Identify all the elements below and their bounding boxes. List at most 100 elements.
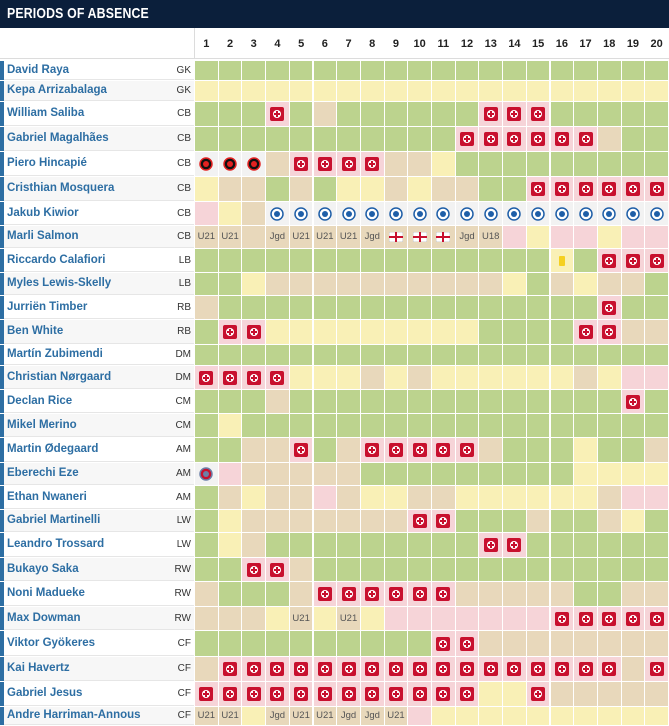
matchday-cell[interactable] bbox=[266, 81, 289, 101]
matchday-cell[interactable] bbox=[266, 463, 289, 485]
matchday-cell[interactable] bbox=[337, 296, 360, 319]
matchday-cell[interactable] bbox=[621, 366, 645, 389]
matchday-cell[interactable] bbox=[526, 607, 550, 630]
table-row[interactable] bbox=[0, 366, 194, 389]
matchday-cell[interactable] bbox=[337, 127, 360, 151]
player-name-link[interactable]: Cristhian Mosquera bbox=[7, 182, 115, 194]
matchday-cell[interactable] bbox=[645, 61, 668, 80]
matchday-cell[interactable] bbox=[621, 707, 645, 725]
table-row[interactable] bbox=[0, 296, 194, 319]
matchday-cell[interactable] bbox=[645, 631, 668, 656]
matchday-cell[interactable] bbox=[384, 390, 408, 413]
matchday-cell[interactable] bbox=[408, 296, 431, 319]
matchday-cell[interactable] bbox=[266, 533, 289, 557]
matchday-cell[interactable] bbox=[242, 438, 266, 462]
matchday-cell[interactable] bbox=[408, 81, 431, 101]
table-row[interactable] bbox=[0, 249, 194, 272]
matchday-cell[interactable] bbox=[360, 414, 384, 437]
matchday-cell[interactable] bbox=[384, 296, 408, 319]
matchday-cell[interactable] bbox=[645, 102, 668, 126]
matchday-cell[interactable] bbox=[455, 533, 479, 557]
matchday-cell[interactable] bbox=[432, 102, 455, 126]
matchday-cell[interactable] bbox=[621, 320, 645, 344]
matchday-cell[interactable] bbox=[597, 273, 621, 295]
matchday-cell[interactable] bbox=[503, 607, 526, 630]
player-name-link[interactable]: Ben White bbox=[7, 325, 64, 337]
table-row[interactable] bbox=[0, 607, 194, 630]
matchday-cell[interactable] bbox=[266, 127, 289, 151]
matchday-cell[interactable] bbox=[432, 61, 455, 80]
matchday-cell[interactable] bbox=[218, 81, 242, 101]
player-name-link[interactable]: Gabriel Magalhães bbox=[7, 132, 109, 144]
matchday-cell[interactable] bbox=[455, 390, 479, 413]
table-row[interactable] bbox=[0, 682, 194, 706]
matchday-cell[interactable] bbox=[313, 707, 337, 725]
matchday-cell[interactable] bbox=[289, 707, 313, 725]
matchday-cell[interactable] bbox=[195, 273, 218, 295]
matchday-cell[interactable] bbox=[479, 631, 503, 656]
matchday-cell[interactable] bbox=[550, 81, 574, 101]
matchday-cell[interactable] bbox=[621, 226, 645, 248]
matchday-cell[interactable] bbox=[526, 152, 550, 176]
matchday-cell[interactable] bbox=[432, 177, 455, 201]
matchday-cell[interactable] bbox=[479, 682, 503, 706]
matchday-cell[interactable] bbox=[289, 102, 313, 126]
matchday-cell[interactable] bbox=[408, 273, 431, 295]
matchday-header[interactable]: 18 bbox=[603, 38, 616, 50]
matchday-cell[interactable] bbox=[289, 226, 313, 248]
matchday-cell[interactable] bbox=[526, 226, 550, 248]
matchday-cell[interactable] bbox=[408, 345, 431, 365]
player-name-link[interactable]: Gabriel Jesus bbox=[7, 687, 83, 699]
matchday-cell[interactable] bbox=[195, 533, 218, 557]
matchday-cell[interactable] bbox=[645, 558, 668, 581]
table-row[interactable] bbox=[0, 127, 194, 151]
matchday-cell[interactable] bbox=[621, 152, 645, 176]
matchday-cell[interactable] bbox=[242, 273, 266, 295]
matchday-cell[interactable] bbox=[574, 533, 597, 557]
matchday-cell[interactable] bbox=[621, 486, 645, 509]
matchday-cell[interactable] bbox=[360, 61, 384, 80]
matchday-cell[interactable] bbox=[526, 707, 550, 725]
matchday-cell[interactable] bbox=[432, 607, 455, 630]
table-row[interactable] bbox=[0, 390, 194, 413]
matchday-cell[interactable] bbox=[408, 177, 431, 201]
matchday-header[interactable]: 16 bbox=[555, 38, 568, 50]
matchday-cell[interactable] bbox=[337, 438, 360, 462]
matchday-cell[interactable] bbox=[289, 127, 313, 151]
matchday-cell[interactable] bbox=[218, 707, 242, 725]
matchday-cell[interactable] bbox=[195, 61, 218, 80]
matchday-cell[interactable] bbox=[645, 81, 668, 101]
matchday-cell[interactable] bbox=[242, 486, 266, 509]
matchday-cell[interactable] bbox=[337, 61, 360, 80]
matchday-cell[interactable] bbox=[313, 558, 337, 581]
matchday-cell[interactable] bbox=[195, 510, 218, 532]
matchday-cell[interactable] bbox=[408, 486, 431, 509]
matchday-cell[interactable] bbox=[503, 486, 526, 509]
matchday-cell[interactable] bbox=[645, 582, 668, 606]
matchday-cell[interactable] bbox=[455, 249, 479, 272]
matchday-cell[interactable] bbox=[526, 366, 550, 389]
matchday-cell[interactable] bbox=[384, 366, 408, 389]
matchday-header[interactable]: 10 bbox=[413, 38, 426, 50]
matchday-cell[interactable] bbox=[645, 152, 668, 176]
matchday-cell[interactable] bbox=[550, 273, 574, 295]
matchday-cell[interactable] bbox=[503, 390, 526, 413]
matchday-cell[interactable] bbox=[266, 486, 289, 509]
matchday-cell[interactable] bbox=[289, 61, 313, 80]
matchday-cell[interactable] bbox=[645, 320, 668, 344]
matchday-cell[interactable] bbox=[337, 177, 360, 201]
matchday-cell[interactable] bbox=[408, 707, 431, 725]
matchday-cell[interactable] bbox=[408, 533, 431, 557]
player-name-link[interactable]: Max Dowman bbox=[7, 611, 81, 624]
matchday-cell[interactable] bbox=[455, 102, 479, 126]
matchday-cell[interactable] bbox=[479, 81, 503, 101]
matchday-cell[interactable] bbox=[360, 273, 384, 295]
matchday-cell[interactable] bbox=[408, 366, 431, 389]
matchday-cell[interactable] bbox=[195, 249, 218, 272]
matchday-cell[interactable] bbox=[289, 345, 313, 365]
matchday-cell[interactable] bbox=[432, 249, 455, 272]
matchday-cell[interactable] bbox=[574, 390, 597, 413]
matchday-cell[interactable] bbox=[266, 345, 289, 365]
matchday-cell[interactable] bbox=[432, 486, 455, 509]
matchday-cell[interactable] bbox=[550, 558, 574, 581]
